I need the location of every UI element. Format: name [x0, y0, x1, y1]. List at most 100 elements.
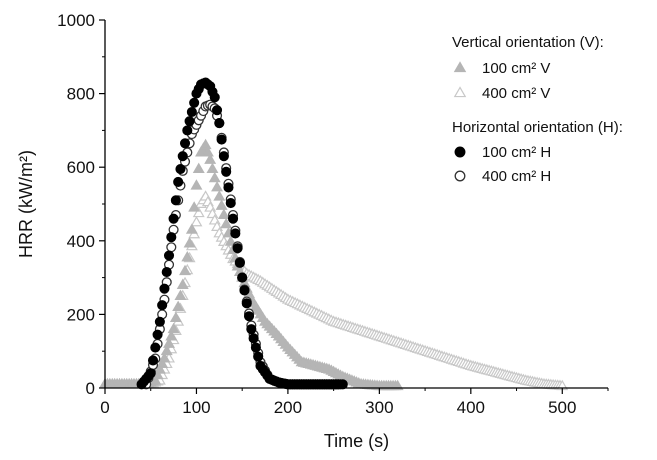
- data-point: [232, 243, 243, 254]
- data-point: [201, 146, 214, 157]
- x-tick-label: 500: [548, 398, 576, 417]
- y-tick-label: 1000: [57, 11, 95, 30]
- data-point: [192, 162, 205, 174]
- data-point: [147, 355, 159, 366]
- data-point: [192, 206, 205, 218]
- data-point: [179, 138, 191, 149]
- x-axis-title: Time (s): [324, 431, 389, 451]
- data-point: [230, 228, 241, 239]
- data-point: [246, 324, 257, 335]
- y-tick-label: 800: [67, 85, 95, 104]
- data-point: [248, 333, 259, 344]
- data-point: [166, 232, 177, 243]
- y-tick-label: 200: [67, 305, 95, 324]
- data-point: [154, 316, 165, 327]
- data-point: [145, 368, 156, 379]
- data-point: [167, 322, 180, 334]
- data-point: [177, 151, 188, 162]
- legend-label-100-v: 100 cm² V: [482, 60, 550, 77]
- data-point: [175, 163, 186, 175]
- x-axis-ticks: 0 100 200 300 400 500: [100, 388, 609, 417]
- data-point: [160, 344, 173, 356]
- data-point: [211, 105, 223, 116]
- x-tick-label: 0: [100, 398, 109, 417]
- legend-markers: [453, 61, 467, 182]
- data-point: [157, 300, 168, 311]
- legend-heading-horizontal: Horizontal orientation (H):: [452, 119, 623, 136]
- data-point: [224, 235, 237, 246]
- series-100-cm-h: [136, 77, 348, 390]
- x-tick-label: 200: [274, 398, 302, 417]
- x-tick-label: 400: [457, 398, 485, 417]
- data-point: [227, 213, 239, 224]
- data-point: [213, 190, 226, 201]
- data-point: [211, 181, 224, 192]
- y-tick-label: 600: [67, 158, 95, 177]
- y-axis-title: HRR (kW/m²): [16, 150, 36, 258]
- data-point: [179, 264, 192, 276]
- axes: 0 100 200 300 400 500 0 200 400 600 800 1000: [57, 11, 609, 417]
- data-point: [176, 278, 189, 289]
- data-point: [185, 223, 198, 234]
- y-axis-ticks: 0 200 400 600 800 1000: [57, 11, 105, 398]
- data-point: [169, 311, 182, 323]
- data-point: [217, 208, 230, 220]
- data-point: [188, 201, 201, 212]
- legend: Vertical orientation (V): 100 cm² V 400 …: [452, 34, 623, 185]
- x-tick-label: 100: [182, 398, 210, 417]
- data-point: [153, 363, 166, 374]
- data-point: [183, 237, 196, 248]
- data-point: [166, 242, 177, 253]
- legend-label-100-h: 100 cm² H: [482, 144, 551, 161]
- legend-label-400-v: 400 cm² V: [482, 85, 550, 102]
- legend-marker-400-h: [454, 170, 466, 182]
- data-point: [225, 198, 236, 209]
- data-point: [190, 179, 203, 190]
- data-point: [209, 92, 220, 103]
- data-point: [186, 106, 197, 118]
- data-point: [206, 162, 219, 174]
- data-point: [215, 199, 228, 210]
- legend-marker-100-v: [453, 61, 467, 73]
- data-point: [239, 285, 250, 296]
- data-point: [150, 342, 161, 353]
- data-point: [189, 97, 200, 108]
- data-point: [159, 283, 170, 294]
- data-point: [163, 250, 175, 261]
- data-point: [190, 215, 203, 227]
- data-point: [250, 342, 261, 353]
- data-point: [234, 257, 245, 268]
- data-point: [156, 357, 169, 369]
- data-point: [243, 311, 255, 322]
- data-point: [208, 171, 221, 183]
- y-tick-label: 400: [67, 232, 95, 251]
- data-point: [337, 379, 348, 390]
- data-point: [163, 337, 175, 348]
- data-point: [152, 329, 163, 340]
- legend-marker-400-v: [453, 86, 467, 98]
- x-tick-label: 300: [365, 398, 393, 417]
- data-point: [173, 176, 184, 187]
- data-point: [214, 117, 225, 129]
- data-point: [241, 298, 252, 309]
- data-point: [221, 166, 232, 177]
- data-point: [223, 182, 234, 193]
- data-point: [168, 213, 179, 224]
- plot-area: [99, 77, 569, 391]
- data-point: [220, 217, 233, 229]
- data-point: [182, 125, 193, 136]
- data-point: [170, 195, 181, 206]
- data-point: [199, 138, 212, 150]
- data-point: [253, 351, 264, 362]
- data-point: [184, 116, 195, 127]
- data-point: [158, 352, 171, 363]
- data-point: [181, 250, 194, 262]
- legend-heading-vertical: Vertical orientation (V):: [452, 34, 604, 51]
- legend-marker-100-h: [454, 146, 466, 158]
- data-point: [161, 267, 172, 278]
- data-point: [216, 134, 227, 145]
- data-point: [172, 300, 185, 312]
- data-point: [165, 330, 178, 341]
- series-100-cm-v: [99, 138, 404, 391]
